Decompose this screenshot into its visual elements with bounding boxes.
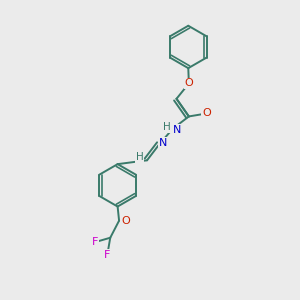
Text: H: H [164,122,171,132]
Text: N: N [159,138,167,148]
Text: O: O [184,79,193,88]
Text: N: N [173,125,181,135]
Text: F: F [104,250,110,260]
Text: O: O [202,109,211,118]
Text: H: H [136,152,144,162]
Text: F: F [92,237,98,247]
Text: O: O [122,216,130,226]
